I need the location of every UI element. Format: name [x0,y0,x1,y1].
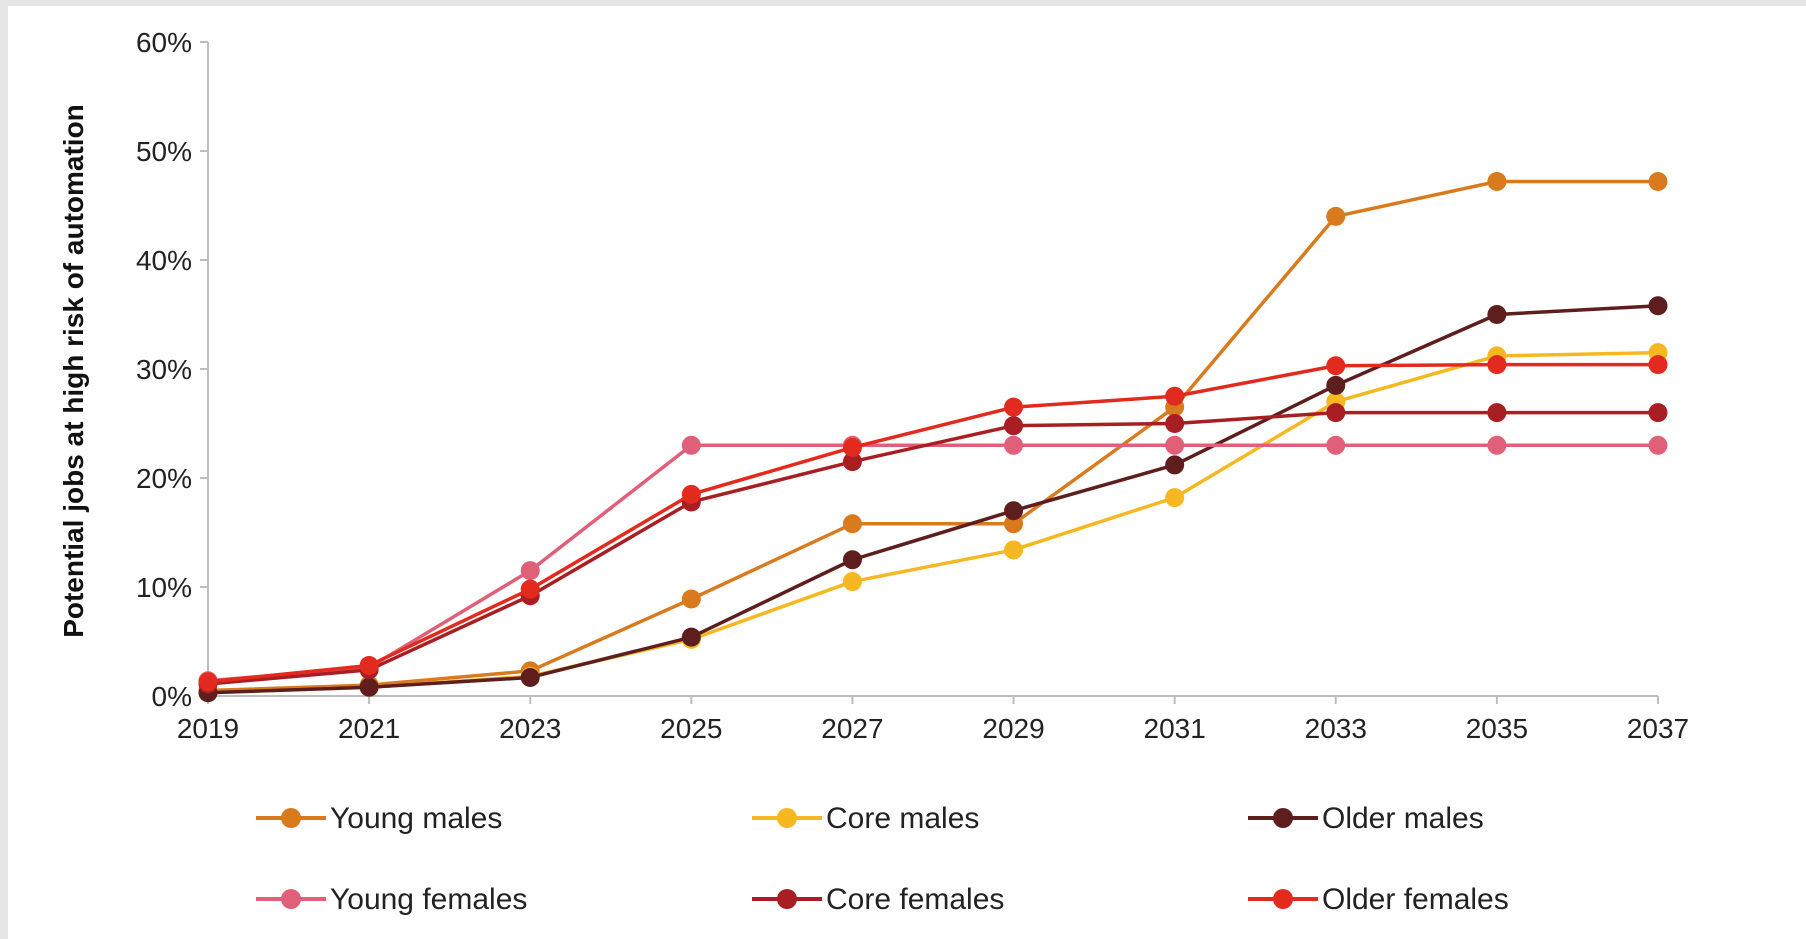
axes: 0% 10% 20% 30% 40% 50% 60% 2019 2021 2023 2025 2027… [136,27,1689,744]
y-tick-label: 30% [136,354,192,385]
data-point [199,672,218,691]
data-point [1487,355,1506,374]
data-point [1649,403,1668,422]
data-point [1004,416,1023,435]
data-point [1326,403,1345,422]
legend-item: Young females [256,883,527,916]
data-point [1649,436,1668,455]
data-point [360,678,379,697]
legend-swatch-marker [1273,808,1293,828]
data-point [843,572,862,591]
legend-label: Young males [330,802,502,835]
data-point [682,589,701,608]
data-point [1165,488,1184,507]
legend-swatch-marker [281,889,301,909]
legend-item: Older females [1248,883,1509,916]
legend-swatch-marker [777,889,797,909]
y-tick-label: 20% [136,463,192,494]
data-point [1004,398,1023,417]
data-point [1649,172,1668,191]
data-point [1487,436,1506,455]
data-point [521,561,540,580]
legend-swatch-marker [1273,889,1293,909]
series-young-females [199,436,1668,690]
x-tick-label: 2025 [660,713,722,744]
data-point [843,514,862,533]
data-point [1165,436,1184,455]
legend-item: Older males [1248,802,1484,835]
legend-item: Core females [752,883,1004,916]
legend-item: Core males [752,802,979,835]
data-point [1165,414,1184,433]
legend: Young males Core males Older males Young fe… [256,802,1509,916]
legend-label: Young females [330,883,527,916]
data-point [521,668,540,687]
legend-label: Older males [1322,802,1484,835]
data-point [1487,403,1506,422]
data-point [360,656,379,675]
data-point [1487,172,1506,191]
x-tick-label: 2019 [177,713,239,744]
data-point [682,436,701,455]
data-point [1326,376,1345,395]
series-lines [199,172,1668,702]
data-point [1326,207,1345,226]
series-line [208,413,1658,684]
data-point [1649,355,1668,374]
legend-label: Older females [1322,883,1509,916]
x-tick-label: 2023 [499,713,561,744]
series-line [208,182,1658,691]
data-point [1004,501,1023,520]
data-point [521,580,540,599]
y-tick-label: 10% [136,572,192,603]
x-tick-label: 2031 [1144,713,1206,744]
data-point [1004,436,1023,455]
data-point [843,438,862,457]
x-tick-label: 2033 [1305,713,1367,744]
line-chart: Potential jobs at high risk of automatio… [8,6,1806,939]
data-point [1649,296,1668,315]
data-point [1326,356,1345,375]
data-point [1004,540,1023,559]
data-point [843,550,862,569]
chart-frame: Potential jobs at high risk of automatio… [8,6,1806,939]
y-tick-label: 0% [152,681,192,712]
legend-label: Core females [826,883,1004,916]
y-tick-label: 50% [136,136,192,167]
y-tick-label: 60% [136,27,192,58]
data-point [682,628,701,647]
x-tick-label: 2021 [338,713,400,744]
legend-item: Young males [256,802,502,835]
y-tick-label: 40% [136,245,192,276]
series-young-males [199,172,1668,700]
data-point [1165,387,1184,406]
data-point [1326,436,1345,455]
legend-swatch-marker [281,808,301,828]
data-point [682,485,701,504]
x-tick-label: 2029 [982,713,1044,744]
data-point [1165,455,1184,474]
x-tick-label: 2027 [821,713,883,744]
legend-swatch-marker [777,808,797,828]
data-point [1487,305,1506,324]
legend-label: Core males [826,802,979,835]
x-tick-label: 2035 [1466,713,1528,744]
x-tick-label: 2037 [1627,713,1689,744]
y-axis-label: Potential jobs at high risk of automatio… [58,104,89,638]
